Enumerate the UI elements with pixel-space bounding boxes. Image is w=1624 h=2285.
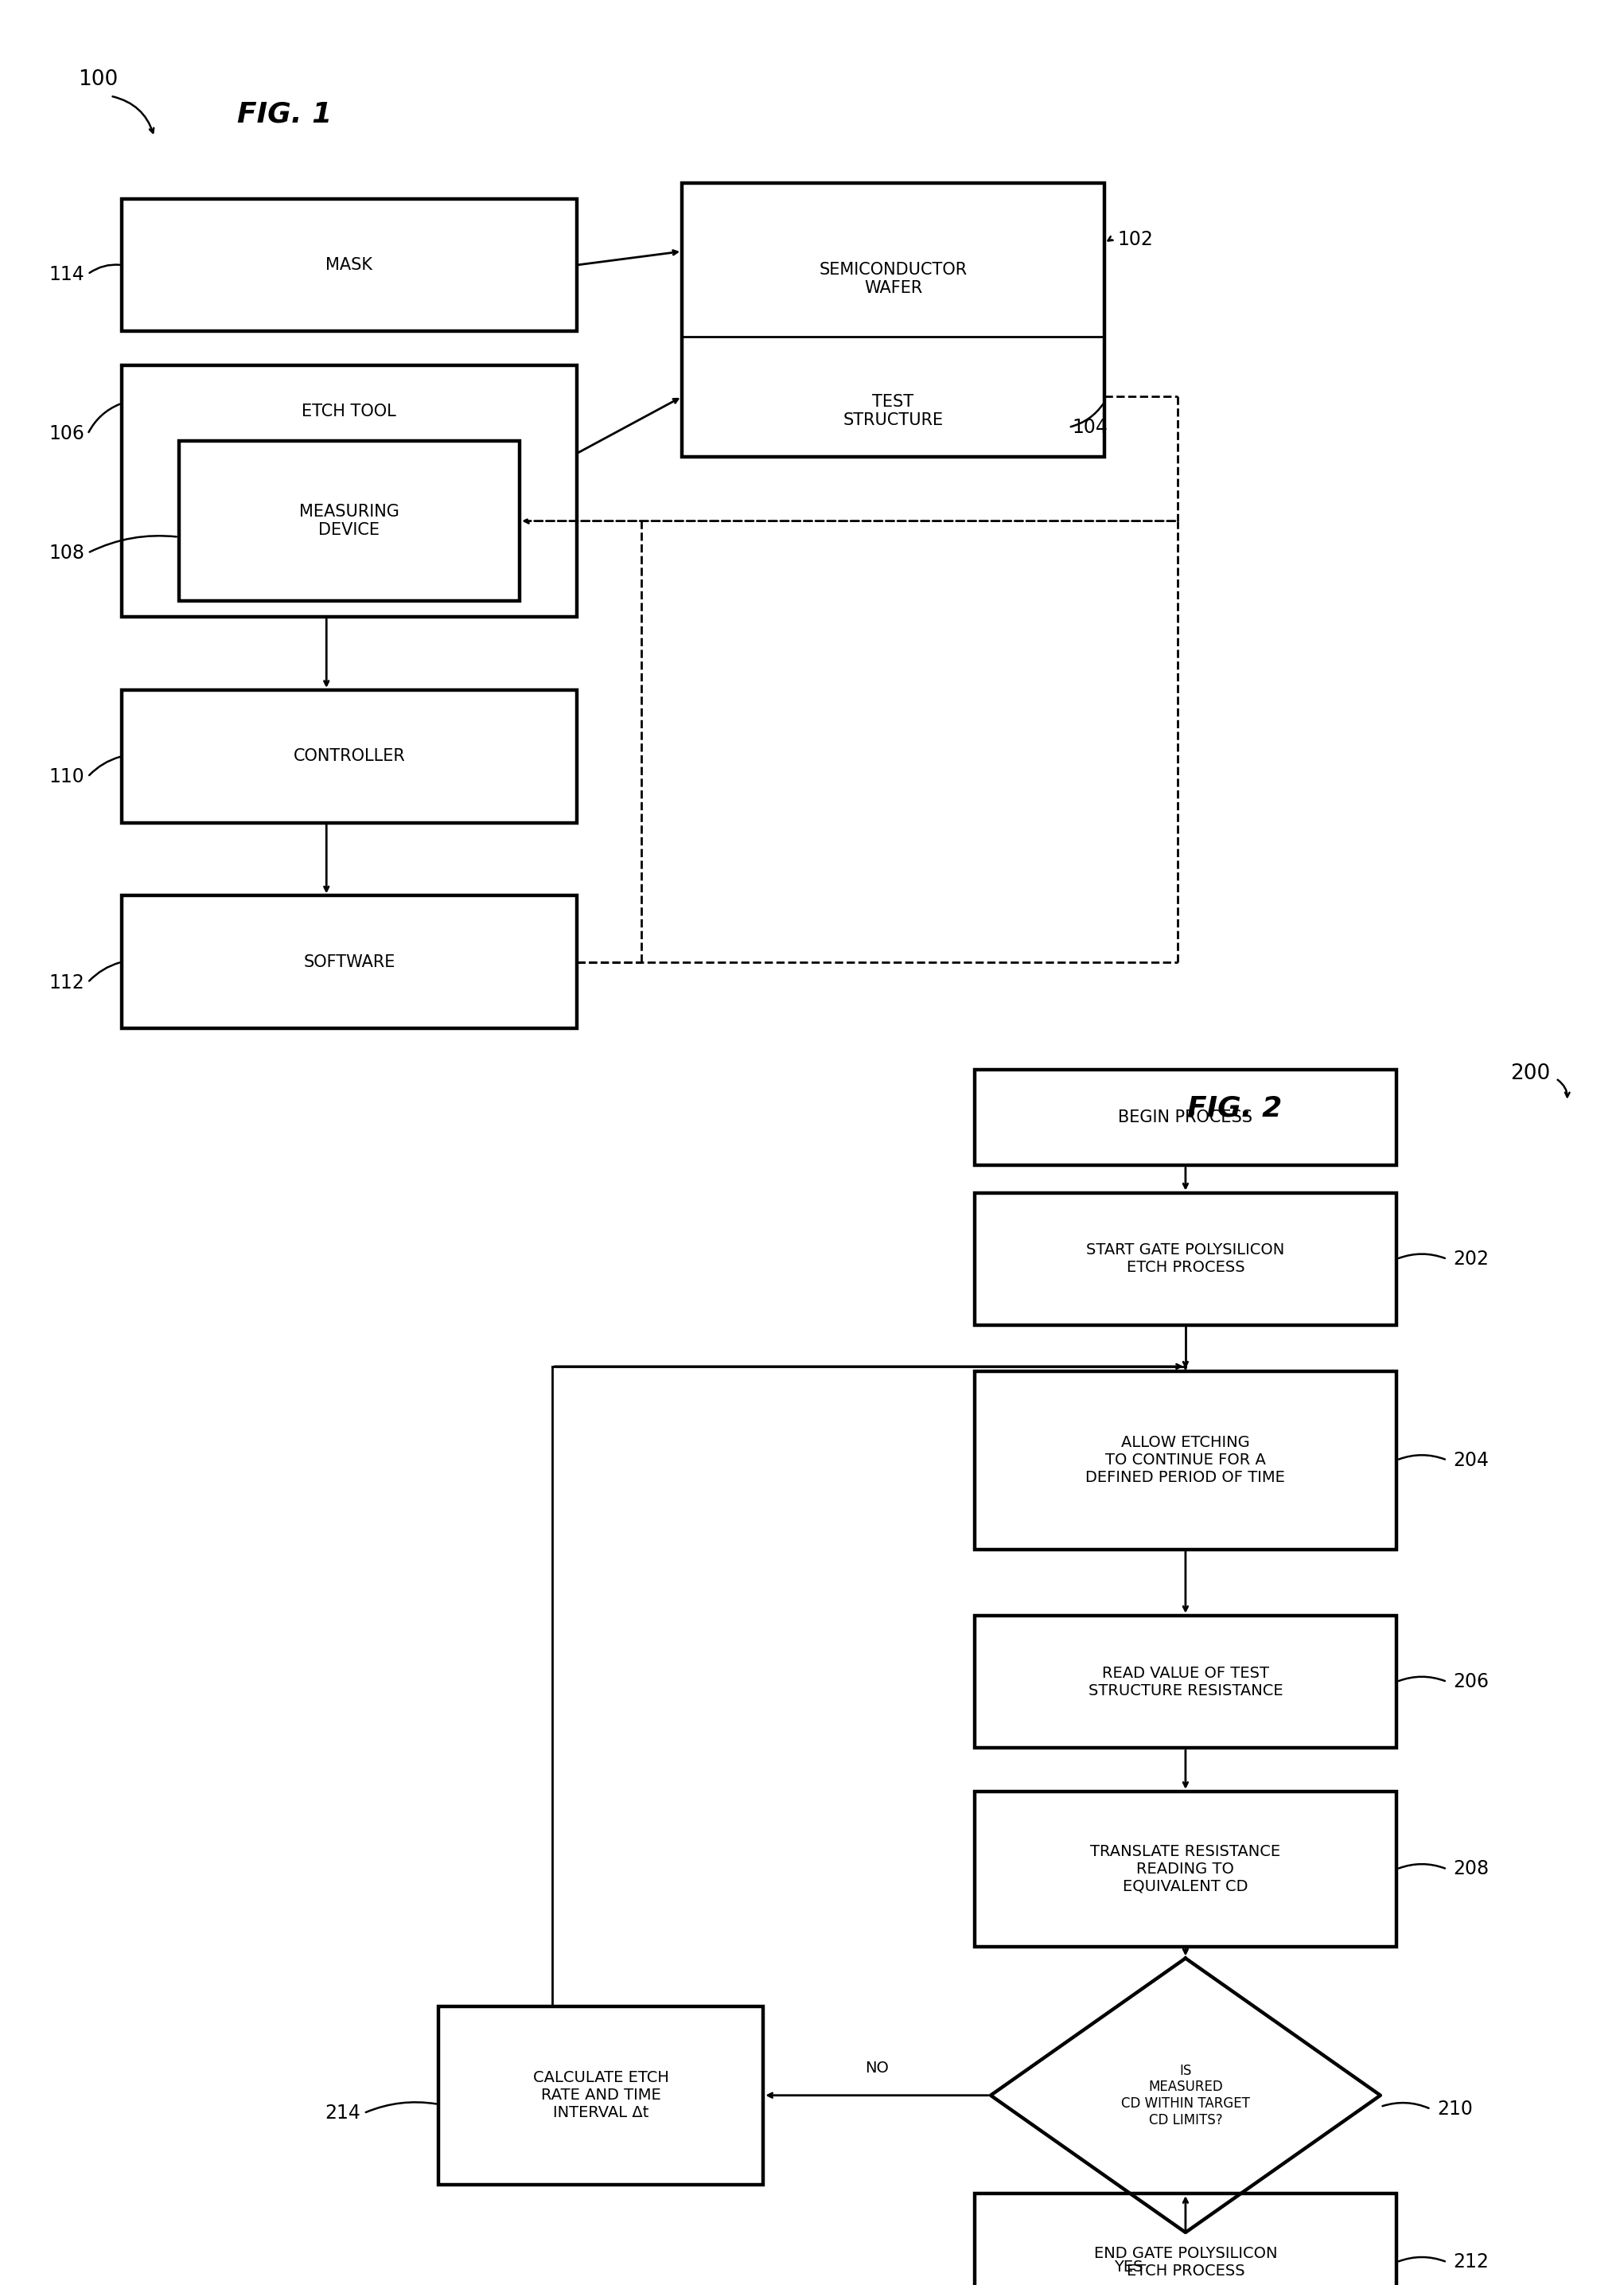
Text: 112: 112 [49,973,84,992]
Text: 210: 210 [1437,2100,1473,2118]
Text: MEASURING
DEVICE: MEASURING DEVICE [299,503,400,539]
Text: TEST
STRUCTURE: TEST STRUCTURE [843,393,944,430]
FancyBboxPatch shape [974,1193,1397,1325]
FancyBboxPatch shape [122,896,577,1028]
Text: MASK: MASK [326,258,372,272]
Text: ALLOW ETCHING
TO CONTINUE FOR A
DEFINED PERIOD OF TIME: ALLOW ETCHING TO CONTINUE FOR A DEFINED … [1086,1435,1285,1485]
Text: SOFTWARE: SOFTWARE [304,955,395,969]
Text: 100: 100 [78,69,119,91]
Text: 202: 202 [1453,1250,1489,1268]
FancyBboxPatch shape [682,183,1104,457]
Text: 212: 212 [1453,2253,1489,2271]
Text: SEMICONDUCTOR
WAFER: SEMICONDUCTOR WAFER [818,260,968,297]
Text: TRANSLATE RESISTANCE
READING TO
EQUIVALENT CD: TRANSLATE RESISTANCE READING TO EQUIVALE… [1090,1844,1281,1894]
Text: 110: 110 [49,768,84,786]
Text: 106: 106 [49,425,84,443]
Text: 200: 200 [1510,1063,1551,1085]
FancyBboxPatch shape [974,1371,1397,1549]
Text: START GATE POLYSILICON
ETCH PROCESS: START GATE POLYSILICON ETCH PROCESS [1086,1243,1285,1275]
Text: END GATE POLYSILICON
ETCH PROCESS: END GATE POLYSILICON ETCH PROCESS [1095,2246,1276,2278]
Text: 114: 114 [49,265,84,283]
FancyBboxPatch shape [974,2194,1397,2285]
FancyBboxPatch shape [974,1615,1397,1748]
FancyBboxPatch shape [122,690,577,823]
Text: YES: YES [1114,2260,1143,2276]
Text: 108: 108 [49,544,84,562]
Text: BEGIN PROCESS: BEGIN PROCESS [1119,1111,1252,1124]
Text: 102: 102 [1117,231,1153,249]
Text: 204: 204 [1453,1451,1489,1469]
Text: ETCH TOOL: ETCH TOOL [302,404,396,418]
Text: 214: 214 [325,2104,361,2123]
Text: CONTROLLER: CONTROLLER [294,749,404,763]
Text: IS
MEASURED
CD WITHIN TARGET
CD LIMITS?: IS MEASURED CD WITHIN TARGET CD LIMITS? [1121,2063,1250,2127]
FancyBboxPatch shape [974,1069,1397,1165]
FancyBboxPatch shape [179,441,520,601]
Text: READ VALUE OF TEST
STRUCTURE RESISTANCE: READ VALUE OF TEST STRUCTURE RESISTANCE [1088,1666,1283,1698]
Text: 206: 206 [1453,1673,1489,1691]
FancyBboxPatch shape [122,366,577,617]
FancyBboxPatch shape [974,1791,1397,1947]
Text: FIG. 1: FIG. 1 [237,101,331,128]
Text: NO: NO [866,2061,888,2075]
FancyBboxPatch shape [122,199,577,331]
FancyBboxPatch shape [438,2006,763,2184]
Text: CALCULATE ETCH
RATE AND TIME
INTERVAL Δt: CALCULATE ETCH RATE AND TIME INTERVAL Δt [533,2070,669,2120]
Text: 104: 104 [1072,418,1108,436]
Polygon shape [991,1958,1380,2232]
Text: FIG. 2: FIG. 2 [1187,1095,1281,1122]
Text: 208: 208 [1453,1860,1489,1878]
